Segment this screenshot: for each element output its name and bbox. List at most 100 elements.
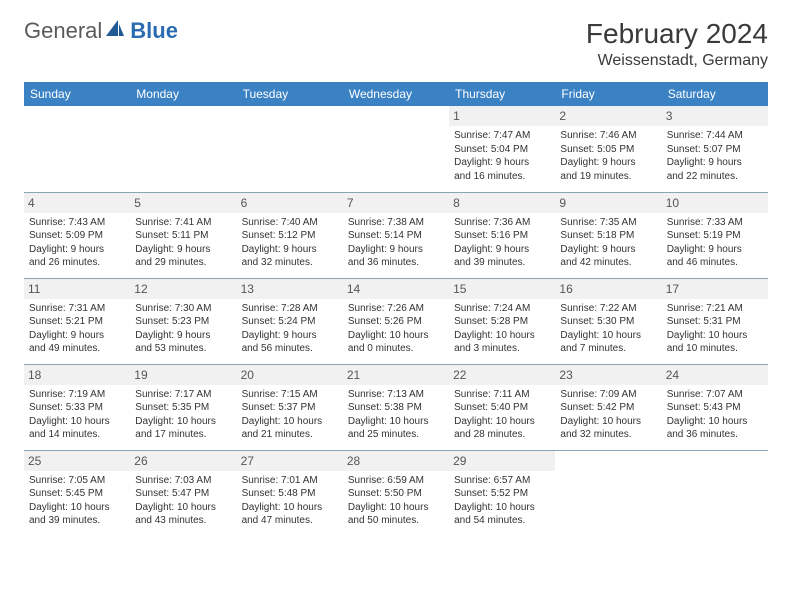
sunset-text: Sunset: 5:50 PM [348, 487, 444, 501]
day-number: 12 [130, 279, 236, 299]
calendar-day: 11 Sunrise: 7:31 AMSunset: 5:21 PMDayligh… [24, 278, 130, 364]
sunset-text: Sunset: 5:04 PM [454, 143, 550, 157]
sunrise-text: Sunrise: 7:43 AM [29, 216, 125, 230]
day-number: 4 [24, 193, 130, 213]
day-number: 6 [237, 193, 343, 213]
day-number: 11 [24, 279, 130, 299]
daylight-text: and 36 minutes. [667, 428, 763, 442]
sunrise-text: Sunrise: 7:30 AM [135, 302, 231, 316]
sunset-text: Sunset: 5:23 PM [135, 315, 231, 329]
calendar-empty [343, 106, 449, 192]
calendar-day: 12 Sunrise: 7:30 AMSunset: 5:23 PMDayligh… [130, 278, 236, 364]
calendar-empty [662, 450, 768, 536]
sunset-text: Sunset: 5:35 PM [135, 401, 231, 415]
daylight-text: Daylight: 9 hours [135, 329, 231, 343]
daylight-text: and 25 minutes. [348, 428, 444, 442]
brand-name-2: Blue [130, 18, 178, 44]
sunset-text: Sunset: 5:42 PM [560, 401, 656, 415]
sunrise-text: Sunrise: 7:44 AM [667, 129, 763, 143]
daylight-text: Daylight: 9 hours [560, 243, 656, 257]
sunset-text: Sunset: 5:09 PM [29, 229, 125, 243]
calendar-day: 14Sunrise: 7:26 AMSunset: 5:26 PMDayligh… [343, 278, 449, 364]
calendar-week: 4 Sunrise: 7:43 AMSunset: 5:09 PM Daylight… [24, 192, 768, 278]
weekday-header: Sunday [24, 82, 130, 106]
calendar-day: 13Sunrise: 7:28 AMSunset: 5:24 PMDayligh… [237, 278, 343, 364]
daylight-text: and 17 minutes. [135, 428, 231, 442]
sunset-text: Sunset: 5:43 PM [667, 401, 763, 415]
daylight-text: and 32 minutes. [242, 256, 338, 270]
day-number: 21 [343, 365, 449, 385]
daylight-text: Daylight: 9 hours [667, 156, 763, 170]
daylight-text: Daylight: 9 hours [454, 243, 550, 257]
daylight-text: and 54 minutes. [454, 514, 550, 528]
daylight-text: Daylight: 10 hours [560, 329, 656, 343]
sunset-text: Sunset: 5:33 PM [29, 401, 125, 415]
daylight-text: and 14 minutes. [29, 428, 125, 442]
daylight-text: Daylight: 9 hours [667, 243, 763, 257]
calendar-day: 9Sunrise: 7:35 AMSunset: 5:18 PMDaylight… [555, 192, 661, 278]
day-number: 22 [449, 365, 555, 385]
sunrise-text: Sunrise: 7:07 AM [667, 388, 763, 402]
sunrise-text: Sunrise: 7:13 AM [348, 388, 444, 402]
day-number: 9 [555, 193, 661, 213]
daylight-text: Daylight: 10 hours [348, 329, 444, 343]
daylight-text: and 19 minutes. [560, 170, 656, 184]
calendar-week: 25Sunrise: 7:05 AMSunset: 5:45 PMDayligh… [24, 450, 768, 536]
sunset-text: Sunset: 5:47 PM [135, 487, 231, 501]
calendar-day: 8Sunrise: 7:36 AMSunset: 5:16 PMDaylight… [449, 192, 555, 278]
daylight-text: Daylight: 10 hours [135, 501, 231, 515]
daylight-text: Daylight: 9 hours [29, 329, 125, 343]
sunrise-text: Sunrise: 7:01 AM [242, 474, 338, 488]
daylight-text: and 39 minutes. [454, 256, 550, 270]
sunset-text: Sunset: 5:19 PM [667, 229, 763, 243]
sunset-text: Sunset: 5:38 PM [348, 401, 444, 415]
daylight-text: Daylight: 9 hours [560, 156, 656, 170]
calendar-day: 17Sunrise: 7:21 AMSunset: 5:31 PMDayligh… [662, 278, 768, 364]
sunset-text: Sunset: 5:28 PM [454, 315, 550, 329]
brand-logo: General Blue [24, 18, 178, 44]
sunrise-text: Sunrise: 7:03 AM [135, 474, 231, 488]
sunrise-text: Sunrise: 7:36 AM [454, 216, 550, 230]
daylight-text: and 32 minutes. [560, 428, 656, 442]
daylight-text: Daylight: 10 hours [454, 329, 550, 343]
sunrise-text: Sunrise: 7:38 AM [348, 216, 444, 230]
sunset-text: Sunset: 5:11 PM [135, 229, 231, 243]
calendar-day: 27Sunrise: 7:01 AMSunset: 5:48 PMDayligh… [237, 450, 343, 536]
day-number: 25 [24, 451, 130, 471]
sunrise-text: Sunrise: 6:57 AM [454, 474, 550, 488]
weekday-header: Saturday [662, 82, 768, 106]
day-number: 10 [662, 193, 768, 213]
daylight-text: and 22 minutes. [667, 170, 763, 184]
daylight-text: and 26 minutes. [29, 256, 125, 270]
day-number: 20 [237, 365, 343, 385]
calendar-day: 23Sunrise: 7:09 AMSunset: 5:42 PMDayligh… [555, 364, 661, 450]
title-block: February 2024 Weissenstadt, Germany [586, 18, 768, 70]
daylight-text: and 42 minutes. [560, 256, 656, 270]
daylight-text: and 39 minutes. [29, 514, 125, 528]
calendar-day: 2Sunrise: 7:46 AMSunset: 5:05 PMDaylight… [555, 106, 661, 192]
calendar-day: 5Sunrise: 7:41 AMSunset: 5:11 PMDaylight… [130, 192, 236, 278]
sunset-text: Sunset: 5:37 PM [242, 401, 338, 415]
calendar-empty [555, 450, 661, 536]
daylight-text: Daylight: 10 hours [242, 501, 338, 515]
daylight-text: Daylight: 10 hours [454, 501, 550, 515]
daylight-text: and 50 minutes. [348, 514, 444, 528]
sunset-text: Sunset: 5:14 PM [348, 229, 444, 243]
sunrise-text: Sunrise: 7:31 AM [29, 302, 125, 316]
sail-icon [104, 18, 126, 44]
calendar-empty [130, 106, 236, 192]
calendar-day: 29Sunrise: 6:57 AMSunset: 5:52 PMDayligh… [449, 450, 555, 536]
daylight-text: and 56 minutes. [242, 342, 338, 356]
daylight-text: Daylight: 9 hours [242, 329, 338, 343]
day-number: 28 [343, 451, 449, 471]
daylight-text: Daylight: 10 hours [454, 415, 550, 429]
day-number: 1 [449, 106, 555, 126]
sunset-text: Sunset: 5:48 PM [242, 487, 338, 501]
sunset-text: Sunset: 5:30 PM [560, 315, 656, 329]
sunset-text: Sunset: 5:21 PM [29, 315, 125, 329]
sunset-text: Sunset: 5:45 PM [29, 487, 125, 501]
daylight-text: Daylight: 10 hours [667, 415, 763, 429]
sunset-text: Sunset: 5:40 PM [454, 401, 550, 415]
calendar-day: 21Sunrise: 7:13 AMSunset: 5:38 PMDayligh… [343, 364, 449, 450]
weekday-header-row: SundayMondayTuesdayWednesdayThursdayFrid… [24, 82, 768, 106]
